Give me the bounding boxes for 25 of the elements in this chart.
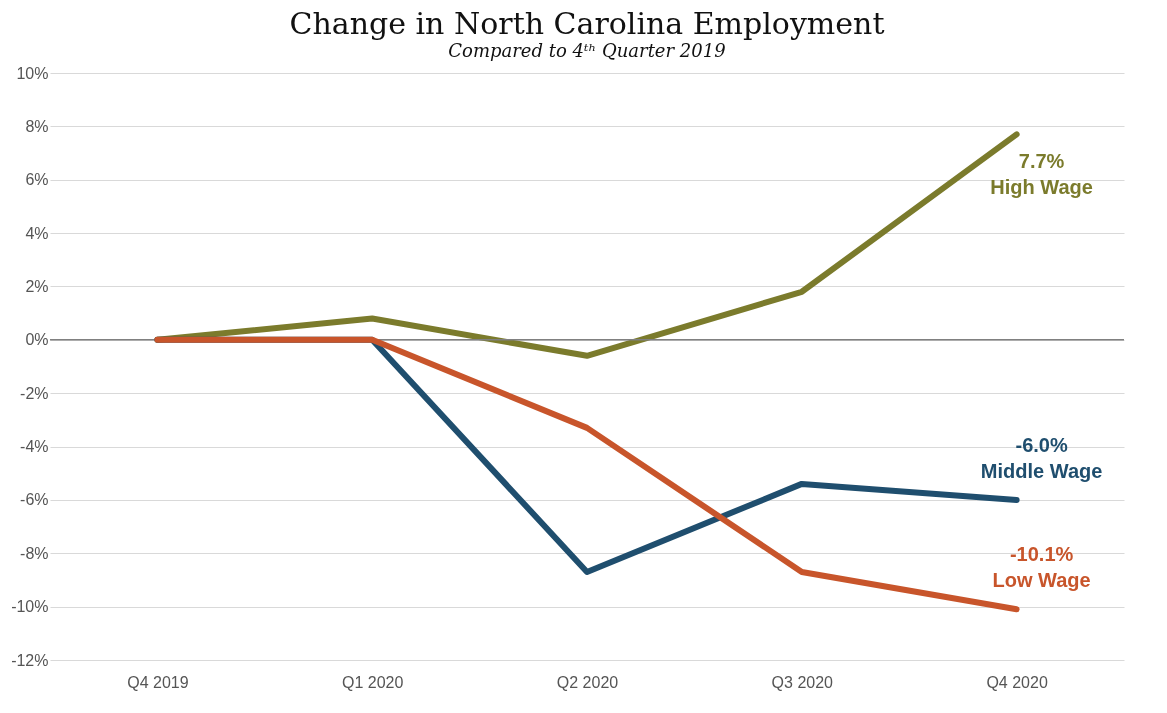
x-tick-label: Q1 2020 bbox=[342, 673, 404, 691]
x-tick-label: Q3 2020 bbox=[771, 673, 834, 691]
y-tick-label: 10% bbox=[16, 64, 49, 82]
chart-title: Change in North Carolina Employment bbox=[289, 6, 885, 41]
data-label: 7.7% bbox=[1018, 150, 1065, 173]
y-tick-label: 6% bbox=[25, 171, 49, 189]
y-tick-label: -10% bbox=[11, 598, 49, 616]
x-tick-label: Q4 2020 bbox=[986, 673, 1048, 691]
y-tick-label: -2% bbox=[20, 384, 49, 402]
y-tick-label: 4% bbox=[25, 224, 49, 242]
data-label: -6.0% bbox=[1015, 433, 1068, 456]
y-tick-label: 8% bbox=[25, 117, 49, 135]
series-label: High Wage bbox=[990, 176, 1093, 199]
y-tick-label: -8% bbox=[20, 544, 49, 562]
data-label: -10.1% bbox=[1009, 543, 1074, 566]
y-tick-label: 0% bbox=[25, 331, 49, 349]
series-label: Middle Wage bbox=[980, 459, 1103, 482]
y-tick-label: -6% bbox=[20, 491, 49, 509]
x-tick-label: Q2 2020 bbox=[556, 673, 619, 691]
y-tick-label: -12% bbox=[11, 651, 49, 669]
y-tick-label: 2% bbox=[25, 277, 49, 295]
x-tick-label: Q4 2019 bbox=[127, 673, 189, 691]
y-tick-label: -4% bbox=[20, 438, 49, 456]
chart-subtitle: Compared to 4ᵗʰ Quarter 2019 bbox=[448, 40, 726, 61]
series-label: Low Wage bbox=[992, 569, 1091, 592]
